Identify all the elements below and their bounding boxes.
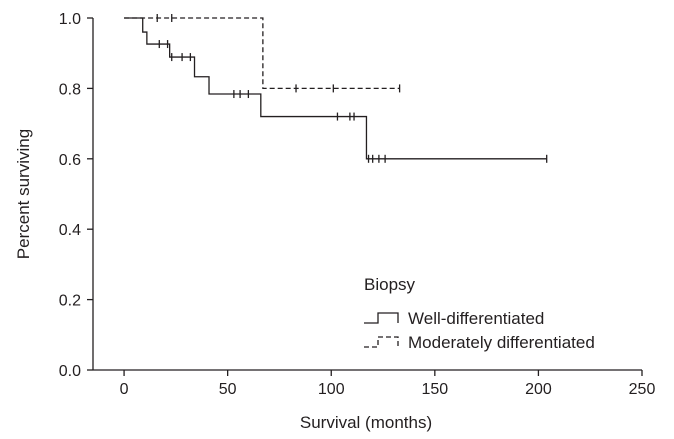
x-tick-label: 0 bbox=[120, 381, 129, 398]
legend-title: Biopsy bbox=[364, 275, 416, 294]
x-tick-label: 50 bbox=[219, 381, 237, 398]
legend-label-well-differentiated: Well-differentiated bbox=[408, 309, 544, 328]
y-tick-label: 1.0 bbox=[59, 11, 81, 28]
y-tick-label: 0.2 bbox=[59, 293, 81, 310]
survival-curve bbox=[124, 17, 547, 160]
series-moderately-differentiated bbox=[124, 14, 401, 93]
legend-item-well-differentiated: Well-differentiated bbox=[364, 309, 544, 328]
series-well-differentiated bbox=[124, 17, 548, 163]
y-tick-label: 0.6 bbox=[59, 152, 81, 169]
legend-swatch-dashed bbox=[364, 336, 399, 348]
y-tick-label: 0.8 bbox=[59, 81, 81, 98]
legend: Biopsy Well-differentiated Moderately di… bbox=[364, 275, 595, 352]
legend-item-moderately-differentiated: Moderately differentiated bbox=[364, 333, 595, 352]
x-tick-label: 150 bbox=[421, 381, 448, 398]
x-tick-label: 100 bbox=[318, 381, 345, 398]
y-axis-label: Percent surviving bbox=[14, 129, 33, 259]
x-tick-label: 200 bbox=[525, 381, 552, 398]
x-tick-label: 250 bbox=[629, 381, 656, 398]
plot-area bbox=[124, 14, 548, 163]
legend-swatch-solid bbox=[364, 312, 399, 324]
survival-curve bbox=[124, 17, 400, 90]
legend-label-moderately-differentiated: Moderately differentiated bbox=[408, 333, 595, 352]
x-axis-label: Survival (months) bbox=[300, 413, 432, 432]
y-tick-label: 0.0 bbox=[59, 363, 81, 380]
axes: 0 50 100 150 200 250 0.0 0.2 0.4 0.6 0.8 1.0 bbox=[59, 11, 656, 398]
y-tick-label: 0.4 bbox=[59, 222, 81, 239]
